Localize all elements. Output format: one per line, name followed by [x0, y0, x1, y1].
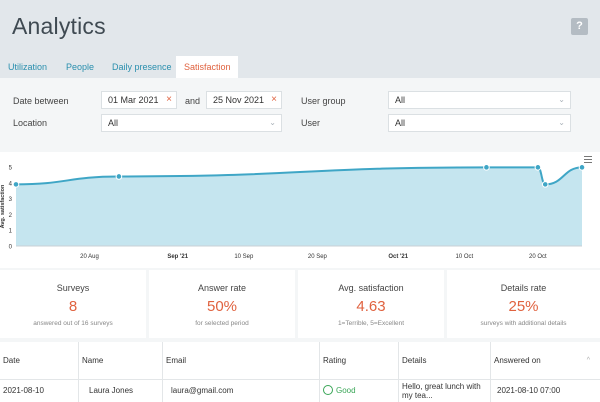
- user-group-label: User group: [301, 96, 346, 106]
- y-tick-label: 4: [9, 181, 13, 187]
- x-tick-label: 20 Aug: [80, 254, 99, 260]
- date-to-field[interactable]: 25 Nov 2021 ×: [206, 91, 282, 109]
- stat-subtitle: 1=Terrible, 5=Excellent: [337, 320, 405, 327]
- chevron-down-icon: ⌄: [558, 118, 565, 127]
- x-tick-label: 10 Sep: [234, 254, 254, 260]
- x-tick-label: 20 Sep: [308, 254, 328, 260]
- table-cell-email: laura@gmail.com: [163, 380, 320, 402]
- table-cell-date: 2021-08-10: [0, 380, 79, 402]
- stat-value: 8: [68, 298, 78, 315]
- column-header-details[interactable]: Details: [399, 342, 491, 380]
- rating-label: Good: [336, 386, 356, 395]
- table-cell-name: Laura Jones: [79, 380, 163, 402]
- date-to-value: 25 Nov 2021: [213, 95, 265, 105]
- stat-subtitle: surveys with additional details: [480, 320, 567, 327]
- user-select[interactable]: All ⌄: [388, 114, 571, 132]
- y-tick-label: 1: [9, 229, 13, 235]
- stat-value: 50%: [206, 298, 238, 315]
- stat-card-answer-rate: Answer rate 50% for selected period: [149, 270, 295, 338]
- date-between-label: Date between: [13, 96, 69, 106]
- stat-card-avg-satisfaction: Avg. satisfaction 4.63 1=Terrible, 5=Exc…: [298, 270, 444, 338]
- y-tick-label: 2: [9, 213, 13, 219]
- stat-value: 4.63: [356, 298, 386, 315]
- data-point: [578, 164, 586, 171]
- location-select[interactable]: All ⌄: [101, 114, 282, 132]
- chart-svg: 0 1 2 3 4 5 20 Aug Sep '21 10 Sep 20 Sep Oct '21 10…: [0, 164, 586, 260]
- location-value: All: [108, 118, 119, 128]
- tab-people[interactable]: People: [66, 62, 95, 72]
- stat-subtitle: for selected period: [195, 320, 249, 327]
- tab-satisfaction[interactable]: Satisfaction: [176, 56, 238, 78]
- sort-ascending-icon[interactable]: ^: [586, 357, 590, 364]
- user-group-value: All: [395, 95, 406, 105]
- user-value: All: [395, 118, 406, 128]
- table-cell-rating: Good: [320, 380, 399, 402]
- stat-card-surveys: Surveys 8 answered out of 16 surveys: [0, 270, 146, 338]
- column-header-answered-on-label: Answered on: [494, 356, 541, 365]
- stat-title: Details rate: [500, 283, 547, 293]
- user-label: User: [301, 118, 321, 128]
- x-tick-label: 10 Oct: [456, 254, 474, 260]
- x-tick-label: Oct '21: [388, 254, 408, 260]
- user-group-select[interactable]: All ⌄: [388, 91, 571, 109]
- tab-utilization[interactable]: Utilization: [8, 62, 48, 72]
- column-header-name[interactable]: Name: [79, 342, 163, 380]
- chart-menu-icon[interactable]: [584, 156, 592, 165]
- smile-icon: [323, 385, 333, 395]
- satisfaction-chart: 0 1 2 3 4 5 20 Aug Sep '21 10 Sep 20 Sep Oct '21 10…: [0, 152, 600, 268]
- x-tick-label: Sep '21: [167, 254, 188, 260]
- y-tick-label: 5: [9, 166, 13, 172]
- table-cell-answered-on: 2021-08-10 07:00: [497, 386, 561, 395]
- data-point: [115, 173, 123, 180]
- stat-subtitle: answered out of 16 surveys: [33, 320, 113, 327]
- stat-card-details-rate: Details rate 25% surveys with additional…: [447, 270, 600, 338]
- help-button[interactable]: ?: [571, 18, 588, 35]
- chevron-down-icon: ⌄: [558, 95, 565, 104]
- location-label: Location: [13, 118, 48, 128]
- stat-title: Surveys: [56, 283, 90, 293]
- stats-row: Surveys 8 answered out of 16 surveys Ans…: [0, 268, 600, 342]
- x-tick-label: 20 Oct: [529, 254, 547, 260]
- table-cell-details: Hello, great lunch with my tea...: [399, 380, 491, 402]
- date-from-value: 01 Mar 2021: [108, 95, 159, 105]
- clear-date-to-icon[interactable]: ×: [271, 94, 277, 105]
- data-point: [541, 181, 549, 188]
- chart-area: [16, 167, 582, 246]
- tab-bar: Utilization People Daily presence Satisf…: [0, 56, 600, 78]
- data-point: [12, 181, 20, 188]
- page-title: Analytics: [12, 13, 106, 39]
- y-tick-label: 0: [9, 245, 13, 251]
- column-header-answered-on[interactable]: Answered on ^: [491, 342, 600, 380]
- stat-title: Avg. satisfaction: [338, 283, 404, 293]
- tab-daily-presence[interactable]: Daily presence: [112, 62, 172, 72]
- clear-date-from-icon[interactable]: ×: [166, 94, 172, 105]
- column-header-date[interactable]: Date: [0, 342, 79, 380]
- column-header-rating[interactable]: Rating: [320, 342, 399, 380]
- chevron-down-icon: ⌄: [269, 118, 276, 127]
- and-label: and: [185, 96, 201, 106]
- stat-title: Answer rate: [197, 283, 247, 293]
- data-point: [534, 164, 542, 171]
- stat-value: 25%: [508, 298, 539, 315]
- app-header: Analytics ?: [0, 0, 600, 56]
- date-from-field[interactable]: 01 Mar 2021 ×: [101, 91, 177, 109]
- filter-panel: Date between 01 Mar 2021 × and 25 Nov 20…: [0, 78, 600, 152]
- y-tick-label: 3: [9, 197, 13, 203]
- responses-table: Date Name Email Rating Details Answered …: [0, 342, 600, 402]
- y-axis-label: Avg. satisfaction: [0, 184, 6, 228]
- column-header-email[interactable]: Email: [163, 342, 320, 380]
- data-point: [483, 164, 490, 171]
